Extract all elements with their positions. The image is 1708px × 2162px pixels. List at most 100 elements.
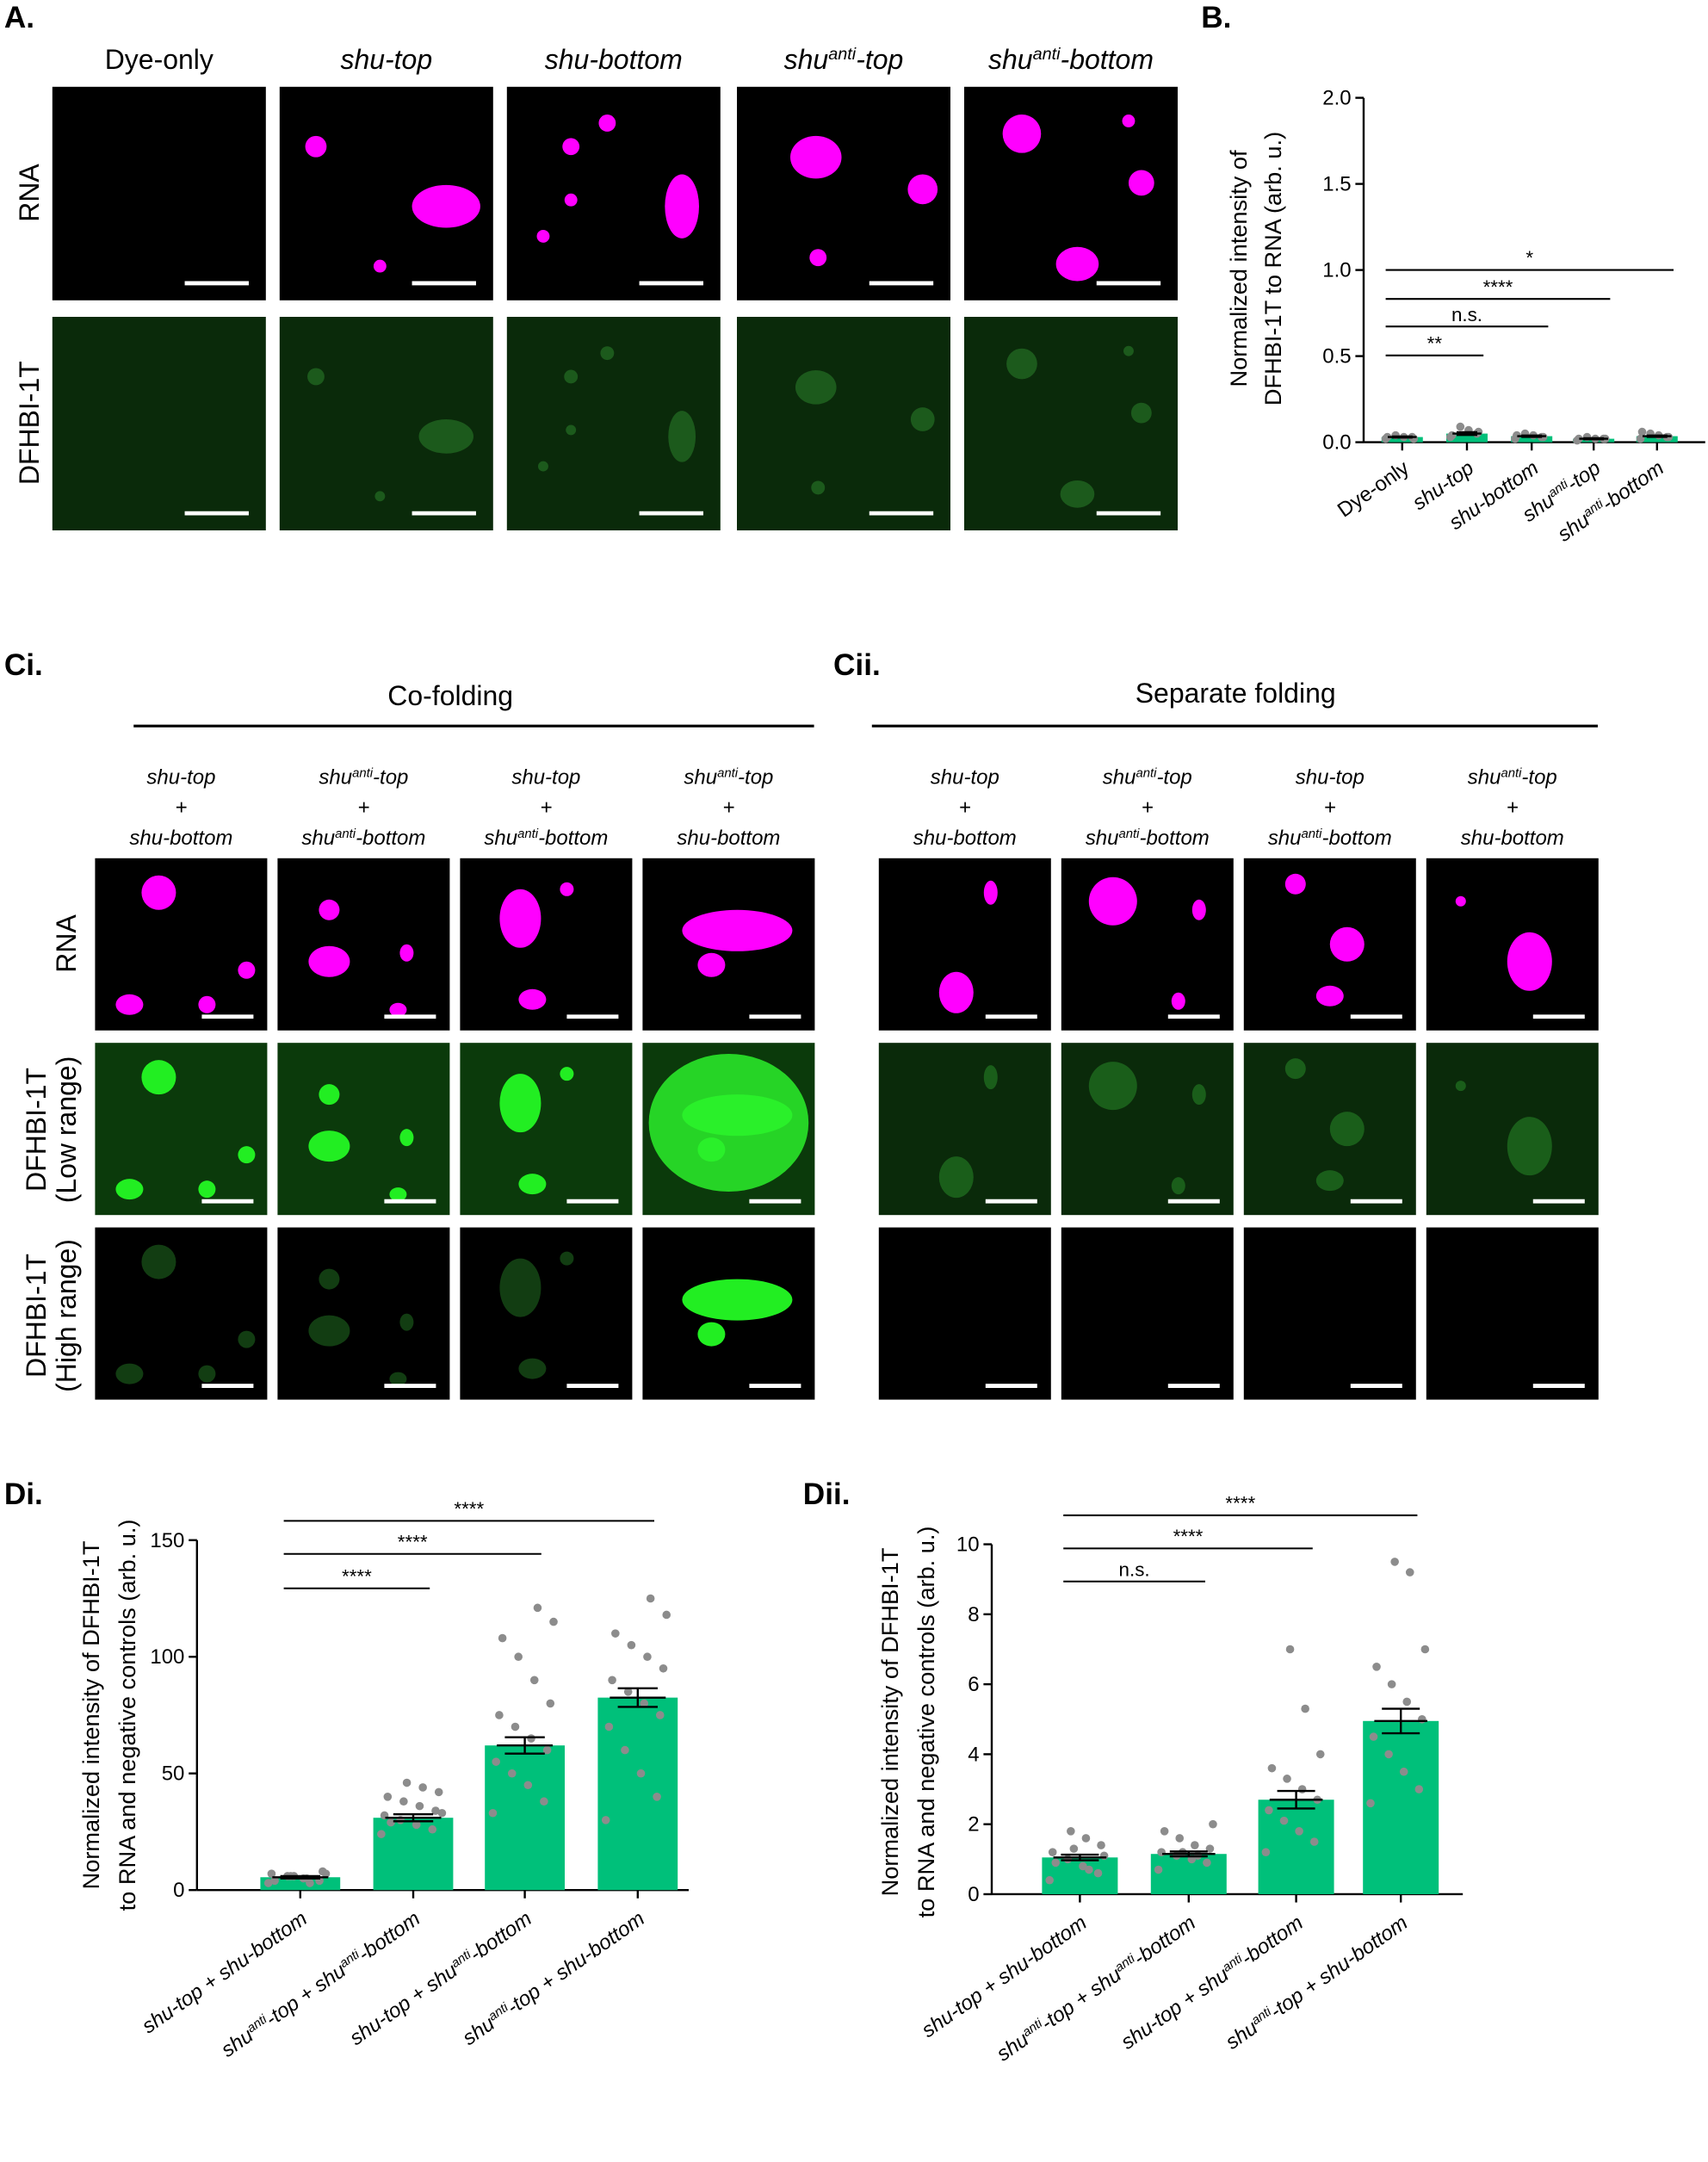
signal-blob: [499, 1258, 541, 1317]
data-point: [621, 1745, 629, 1755]
signal-blob: [1507, 932, 1552, 991]
column-title: shuanti-top: [1103, 765, 1192, 789]
signal-blob: [562, 138, 580, 156]
signal-blob: [1088, 877, 1137, 926]
data-point: [1093, 1868, 1103, 1878]
signal-blob: [373, 259, 387, 273]
data-point: [643, 1652, 652, 1662]
signal-blob: [1329, 926, 1365, 962]
label-part: -top: [373, 765, 408, 789]
data-point: [1099, 1851, 1109, 1861]
data-point: [1366, 1799, 1375, 1808]
data-point: [1456, 422, 1465, 431]
y-tick-label: 0.0: [1322, 431, 1351, 455]
data-point: [488, 1808, 498, 1818]
column-title: +: [1142, 796, 1154, 820]
data-point: [1205, 1844, 1215, 1853]
column-title: shu-top: [340, 44, 432, 75]
label-part: -bottom: [356, 827, 425, 850]
data-point: [1383, 432, 1392, 442]
column-title: shu-top: [146, 765, 215, 789]
label-part: +: [357, 796, 369, 820]
label-part: -bottom: [538, 827, 608, 850]
label-part: anti: [1301, 827, 1322, 841]
data-point: [1051, 1858, 1061, 1868]
label-part: +: [959, 796, 971, 820]
label-part: +: [1324, 796, 1336, 820]
label-part: anti: [1136, 766, 1157, 780]
signal-blob: [412, 184, 480, 228]
signal-blob: [938, 1156, 974, 1199]
significance-label: ****: [342, 1565, 372, 1587]
label-part: shu-bottom: [1461, 827, 1564, 850]
label-part: +: [1142, 796, 1154, 820]
column-title: shuanti-top: [684, 765, 773, 789]
bar: [373, 1818, 454, 1891]
signal-blob: [198, 1365, 216, 1383]
signal-blob: [1060, 480, 1095, 508]
data-point: [383, 1792, 393, 1801]
data-point: [402, 1778, 412, 1787]
bar: [1258, 1800, 1334, 1894]
error-bar: [272, 1874, 329, 1880]
label-part: -bottom: [1061, 44, 1154, 75]
y-axis-label: to RNA and negative controls (arb. u.): [913, 1527, 939, 1918]
column-title: +: [722, 796, 734, 820]
signal-blob: [983, 1065, 998, 1090]
signal-blob: [1122, 115, 1136, 127]
label-part: anti: [1118, 827, 1140, 841]
data-point: [1369, 1732, 1378, 1741]
micrograph: [460, 1043, 633, 1216]
signal-blob: [1284, 1058, 1306, 1080]
micrograph: [1061, 1227, 1234, 1400]
label-part: shu: [301, 827, 335, 850]
data-point: [1575, 434, 1583, 443]
data-point: [604, 1722, 614, 1731]
signal-blob: [399, 1129, 414, 1147]
data-point: [1315, 1750, 1325, 1759]
data-point: [1637, 427, 1647, 437]
error-bar: [1374, 1707, 1427, 1735]
y-tick-label: 2.0: [1322, 87, 1351, 110]
panel-label: Di.: [4, 1477, 43, 1511]
data-point: [1069, 1844, 1079, 1853]
data-point: [1085, 1865, 1093, 1874]
significance-label: ****: [398, 1531, 428, 1552]
label-part: shu: [1086, 827, 1119, 850]
signal-blob: [811, 480, 826, 495]
signal-blob: [809, 249, 827, 267]
y-axis-label: Normalized intensity of: [1225, 150, 1252, 387]
signal-blob: [1171, 992, 1185, 1010]
data-point: [498, 1633, 507, 1643]
micrograph: [460, 858, 633, 1031]
signal-blob: [518, 1358, 547, 1379]
signal-blob: [1329, 1112, 1365, 1147]
data-point: [540, 1797, 548, 1806]
signal-blob: [198, 1180, 216, 1199]
column-title: +: [175, 796, 187, 820]
label-part: shu: [484, 827, 517, 850]
data-point: [529, 1676, 539, 1685]
signal-blob: [1315, 985, 1344, 1007]
y-axis-label: Normalized intensity of DFHBI-1T: [876, 1548, 903, 1897]
panel-label: Cii.: [833, 648, 881, 682]
bar: [1363, 1720, 1439, 1894]
data-point: [1285, 1645, 1295, 1654]
label-part: shu-bottom: [913, 827, 1017, 850]
signal-blob: [238, 961, 256, 979]
label-part: +: [175, 796, 187, 820]
signal-blob: [697, 952, 726, 977]
column-title: +: [1507, 796, 1519, 820]
y-axis-label: to RNA and negative controls (arb. u.): [114, 1520, 140, 1911]
data-point: [646, 1594, 655, 1603]
bar: [1636, 436, 1678, 443]
data-point: [1063, 1855, 1073, 1864]
data-point: [1079, 1862, 1087, 1871]
signal-blob: [536, 229, 550, 243]
signal-blob: [1128, 170, 1154, 196]
micrograph: [1061, 858, 1234, 1031]
signal-blob: [399, 944, 414, 962]
column-title: shu-bottom: [913, 827, 1017, 850]
signal-blob: [308, 1131, 350, 1162]
label-part: -bottom: [1321, 827, 1391, 850]
